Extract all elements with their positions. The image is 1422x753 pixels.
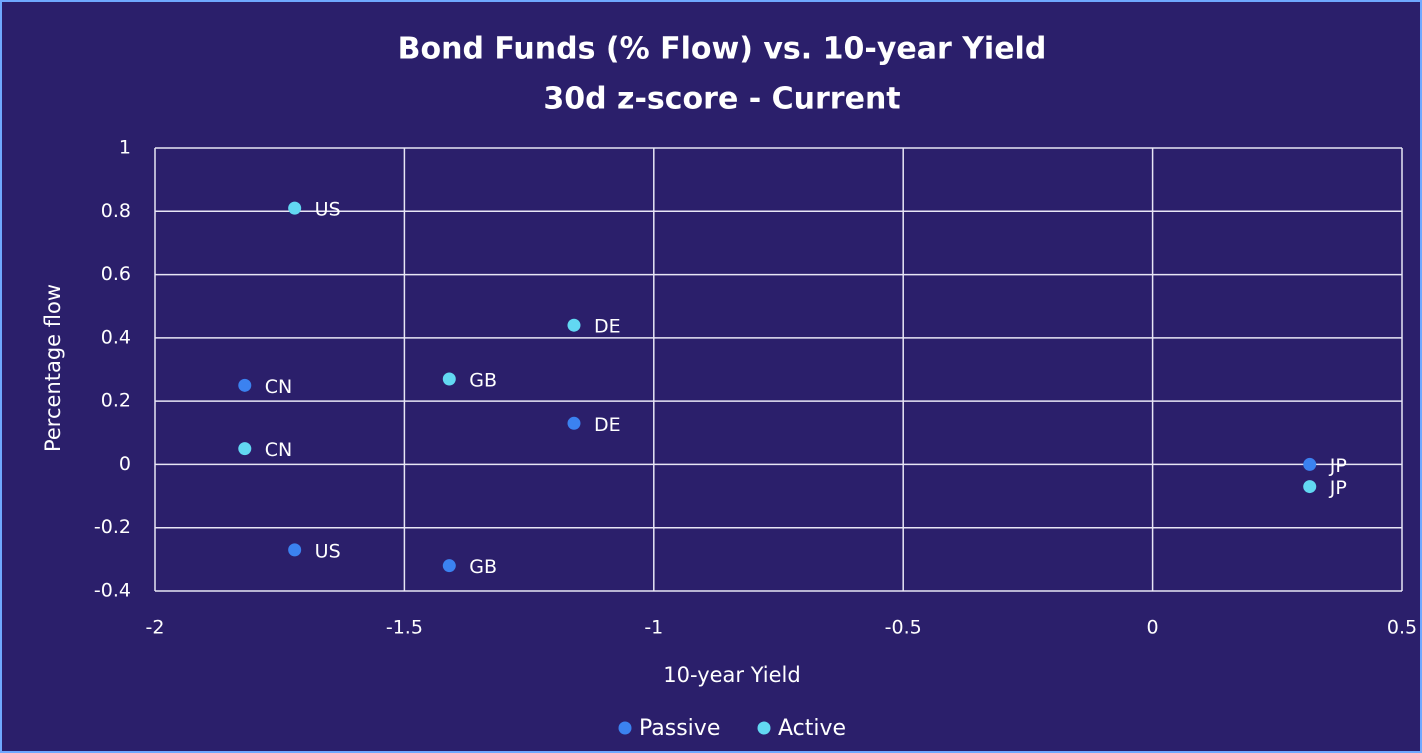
x-axis-label: 10-year Yield: [663, 663, 800, 687]
legend-marker: [618, 721, 632, 735]
point: [567, 416, 581, 430]
point-label: GB: [469, 556, 497, 578]
legend-marker: [757, 721, 771, 735]
point-label: US: [315, 540, 341, 562]
point-label: JP: [1329, 477, 1347, 499]
y-tick-label: -0.2: [94, 516, 131, 538]
point: [238, 378, 252, 392]
x-tick-label: -1: [644, 617, 663, 639]
x-tick-label: 0: [1147, 617, 1159, 639]
y-tick-label: 0: [119, 453, 131, 475]
legend-label: Passive: [639, 716, 720, 741]
y-tick-label: 0.6: [101, 263, 131, 285]
point-label: CN: [265, 439, 292, 461]
x-tick-label: -1.5: [386, 617, 423, 639]
y-axis-label: Percentage flow: [41, 284, 65, 452]
point-label: CN: [265, 376, 292, 398]
point: [442, 372, 456, 386]
point: [288, 201, 302, 215]
point: [567, 318, 581, 332]
y-tick-label: 1: [119, 137, 131, 159]
x-tick-label: -2: [146, 617, 165, 639]
point-label: DE: [594, 316, 621, 338]
point: [1303, 457, 1317, 471]
point-label: US: [315, 199, 341, 221]
y-tick-label: 0.2: [101, 390, 131, 412]
point-label: DE: [594, 414, 621, 436]
x-tick-label: 0.5: [1387, 617, 1417, 639]
x-tick-label: -0.5: [885, 617, 922, 639]
chart-title: Bond Funds (% Flow) vs. 10-year Yield: [398, 32, 1047, 67]
y-tick-label: 0.8: [101, 200, 131, 222]
point: [288, 543, 302, 557]
point-label: GB: [469, 369, 497, 391]
point: [442, 559, 456, 573]
legend-label: Active: [778, 716, 846, 741]
point: [238, 442, 252, 456]
y-tick-label: -0.4: [94, 580, 131, 602]
chart-subtitle: 30d z-score - Current: [543, 82, 900, 117]
y-tick-label: 0.4: [101, 326, 131, 348]
point-label: JP: [1329, 455, 1347, 477]
point: [1303, 480, 1317, 494]
